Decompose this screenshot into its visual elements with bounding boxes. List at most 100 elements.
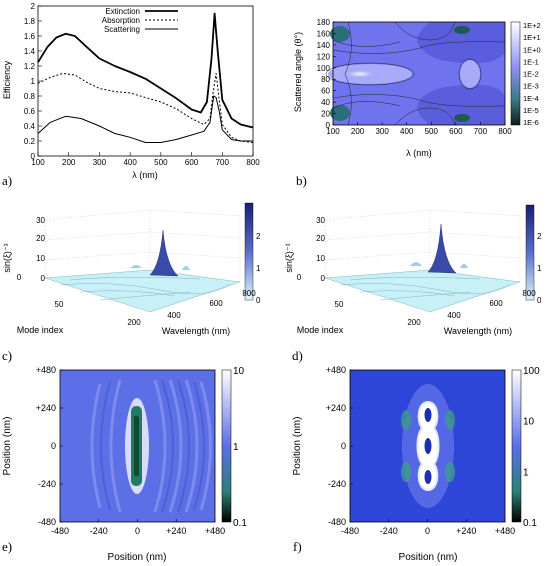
x-tick-label-a: 800 [246, 158, 260, 167]
heatmap-b-contours [325, 21, 506, 126]
colorbar-label-b: 1E+1 [523, 33, 541, 42]
series-line-scattering [37, 95, 253, 143]
heatmap-b-minimum [330, 105, 350, 121]
x-tick-label: 800 [522, 289, 536, 298]
x-axis-label-c: Wavelength (nm) [162, 326, 230, 336]
y-tick-label: -480 [38, 517, 56, 527]
surface-d-bump [460, 264, 468, 268]
legend-label-absorption: Absorption [102, 16, 140, 25]
z-tick-label: 10 [36, 254, 45, 263]
surface-c-grid [44, 209, 241, 282]
z-axis-label-d: sin(ξ)⁻¹ [284, 243, 294, 272]
panel-f: -480 -240 0 +240 +480 +480 +240 0 -240 -480 100 10 1… [292, 365, 540, 563]
y-tick-label-b: 20 [321, 110, 330, 119]
x-axis-label-e: Position (nm) [108, 552, 167, 563]
colorbar-b [510, 21, 521, 126]
field-e-ripples [90, 379, 212, 513]
plot-b-frame [332, 21, 506, 126]
colorbar-e [221, 369, 232, 523]
field-e-ripples-dark [100, 379, 205, 513]
panel-b: 100 200 300 400 500 600 700 800 0 20 40 60 80 100 120 1… [293, 18, 541, 188]
surface-c-bump [182, 266, 190, 270]
panel-label-b: b) [296, 173, 307, 188]
colorbar-label: 10 [523, 417, 535, 428]
y-axis-label-d: Mode index [297, 325, 344, 335]
y-tick-label-a: 2 [31, 2, 36, 11]
colorbar-label-b: 1E+0 [523, 45, 541, 54]
x-tick-label-a: 100 [31, 158, 45, 167]
colorbar-d [525, 204, 535, 301]
y-tick-label-a: 1 [31, 77, 36, 86]
heatmap-b-resonance-lobe [460, 60, 480, 88]
z-tick-label: 0 [321, 274, 326, 283]
field-e-core [134, 416, 139, 476]
x-tick-label: -240 [90, 526, 108, 536]
x-tick-label: 800 [242, 289, 256, 298]
colorbar-label: 2 [537, 232, 542, 241]
y-tick-label: +240 [326, 403, 346, 413]
x-tick-label-a: 300 [93, 158, 107, 167]
x-tick-label-b: 100 [326, 127, 340, 136]
colorbar-label: 0 [537, 296, 542, 305]
colorbar-label: 0 [256, 296, 261, 305]
surface-d-grid [324, 209, 521, 282]
panel-label-c: c) [2, 348, 12, 363]
x-tick-label-b: 200 [351, 127, 365, 136]
y-tick-label: 0 [341, 441, 346, 451]
y-tick-label-b: 80 [321, 75, 330, 84]
x-tick-label: 200 [407, 318, 421, 327]
colorbar-label: 1 [233, 442, 239, 453]
colorbar-label-b: 1E-5 [523, 106, 539, 115]
surface-c-bump [130, 265, 142, 268]
y-tick-label-a: 0.8 [24, 92, 36, 101]
panel-label-a: a) [2, 173, 12, 188]
panel-label-f: f) [293, 539, 302, 554]
z-tick-label: 0 [41, 274, 46, 283]
y-axis-label-b: Scattered angle (θ°) [293, 32, 303, 112]
legend-a: Extinction Absorption Scattering [102, 7, 178, 34]
x-tick-label-b: 800 [498, 127, 512, 136]
z-tick-label: 30 [316, 216, 325, 225]
colorbar-c [244, 202, 254, 301]
surface-d-peak [427, 223, 457, 274]
colorbar-f [511, 369, 522, 523]
x-tick-label-a: 600 [185, 158, 199, 167]
colorbar-label: 10 [233, 366, 245, 377]
x-tick-label-a: 400 [123, 158, 137, 167]
x-tick-label: -480 [51, 526, 69, 536]
z-tick-label: 10 [316, 254, 325, 263]
y-tick-label-a: 0.4 [24, 122, 36, 131]
x-tick-label: +480 [205, 526, 225, 536]
y-tick-label: -480 [328, 517, 346, 527]
y-axis-label-c: Mode index [17, 325, 64, 335]
x-tick-label: 200 [127, 318, 141, 327]
legend-label-scattering: Scattering [104, 25, 140, 34]
colorbar-label: 100 [523, 366, 540, 377]
colorbar-label: 1 [523, 467, 529, 478]
y-tick-label-b: 60 [321, 87, 330, 96]
x-tick-label: +240 [166, 526, 186, 536]
x-axis-label-d: Wavelength (nm) [444, 326, 512, 336]
x-axis-label-b: λ (nm) [406, 148, 432, 158]
field-f-lobes [401, 410, 455, 482]
colorbar-label: 2 [256, 232, 261, 241]
y-tick-label: +480 [36, 365, 56, 375]
surface-c-peak [149, 229, 179, 277]
surface-c-texture [59, 277, 231, 301]
colorbar-label: 1 [256, 264, 261, 273]
y-tick-label: 50 [335, 300, 344, 309]
heatmap-b-minimum [454, 114, 470, 122]
heatmap-b-minimum [454, 26, 470, 34]
y-tick-label: +480 [326, 365, 346, 375]
legend-label-extinction: Extinction [105, 7, 140, 16]
surface-d-floor [324, 269, 521, 313]
y-tick-label-b: 100 [317, 64, 331, 73]
field-f-holes [424, 408, 432, 484]
surface-c-floor [44, 269, 241, 313]
x-tick-label-a: 500 [154, 158, 168, 167]
x-tick-label: 400 [167, 311, 181, 320]
x-tick-label: 0 [135, 526, 140, 536]
